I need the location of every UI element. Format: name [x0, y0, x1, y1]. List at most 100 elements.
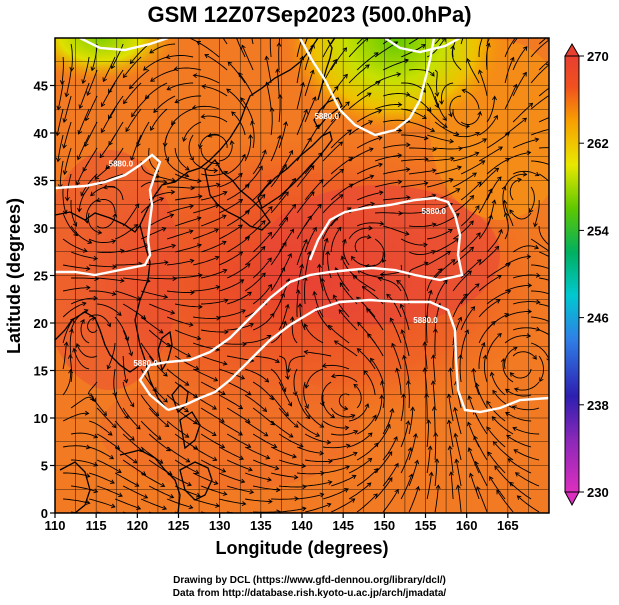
streamline-arrowhead — [289, 228, 295, 234]
streamline-arrowhead — [405, 380, 411, 385]
streamline — [434, 459, 438, 487]
streamline — [424, 368, 428, 396]
streamline-arrowhead — [274, 358, 280, 363]
streamline-arrowhead — [424, 315, 429, 320]
streamline — [192, 105, 220, 110]
streamline-arrowhead — [369, 357, 375, 363]
streamline-arrowhead — [263, 431, 269, 437]
streamline-arrowhead — [156, 435, 162, 440]
streamline — [330, 407, 355, 418]
streamline — [96, 433, 120, 450]
streamline-arrowhead — [282, 18, 286, 22]
streamline — [226, 291, 252, 305]
streamline — [78, 186, 90, 212]
streamline-arrowhead — [333, 340, 339, 345]
streamline — [382, 436, 398, 461]
streamline — [122, 433, 144, 453]
streamline-arrowhead — [434, 458, 440, 463]
streamline-arrowhead — [373, 26, 377, 30]
streamline — [296, 394, 310, 419]
streamline — [322, 216, 339, 240]
streamline — [108, 69, 124, 94]
streamline — [460, 259, 482, 279]
streamline-arrowhead — [246, 391, 252, 396]
streamline — [348, 148, 374, 162]
streamline — [539, 303, 549, 307]
streamline — [201, 191, 227, 201]
streamline — [192, 160, 218, 172]
streamline-arrowhead — [165, 54, 171, 60]
streamline-arrowhead — [238, 431, 243, 436]
streamline — [218, 446, 244, 460]
streamline — [291, 317, 298, 344]
streamline-arrowhead — [434, 103, 440, 109]
streamline-arrowhead — [423, 261, 429, 267]
streamline — [278, 42, 280, 71]
streamline-arrowhead — [516, 495, 522, 500]
streamline — [323, 444, 350, 449]
streamline — [200, 214, 227, 227]
streamline — [512, 274, 540, 279]
streamline — [512, 405, 540, 411]
streamline-arrowhead — [397, 102, 403, 107]
streamline-arrowhead — [387, 451, 393, 456]
streamline — [70, 309, 88, 331]
streamline-arrowhead — [87, 239, 93, 244]
streamline — [245, 498, 272, 503]
streamline — [149, 43, 176, 54]
streamline — [244, 194, 266, 214]
streamline-arrowhead — [400, 329, 406, 334]
streamline-arrowhead — [431, 168, 437, 174]
streamline-arrowhead — [501, 185, 507, 191]
streamline — [140, 498, 167, 510]
streamline — [331, 430, 358, 436]
streamline-arrowhead — [196, 216, 202, 222]
streamline-arrowhead — [141, 471, 147, 476]
streamline-arrowhead — [246, 443, 252, 448]
streamline-arrowhead — [90, 66, 96, 72]
streamline — [271, 497, 299, 500]
streamline — [200, 241, 227, 253]
streamline — [76, 343, 98, 358]
streamline — [304, 351, 332, 357]
streamline-arrowhead — [345, 443, 351, 449]
streamline — [450, 472, 454, 500]
streamline-arrowhead — [184, 433, 190, 438]
streamline-arrowhead — [546, 63, 549, 68]
contour-labels: 5880.0 5880.0 5880.0 5880.0 5880.0 — [109, 112, 447, 368]
streamline — [348, 482, 372, 500]
streamline-arrowhead — [492, 440, 498, 446]
streamline-arrowhead — [509, 372, 515, 377]
y-tick-label: 15 — [34, 364, 48, 379]
streamline — [509, 209, 532, 220]
streamline-arrowhead — [282, 320, 287, 326]
streamline — [473, 368, 480, 396]
streamline-arrowhead — [535, 272, 541, 278]
streamline-arrowhead — [70, 317, 75, 323]
streamline — [88, 420, 113, 436]
streamline-arrowhead — [184, 173, 190, 178]
streamline-arrowhead — [435, 484, 441, 490]
streamline-arrowhead — [449, 138, 455, 144]
streamline — [140, 227, 166, 240]
streamline-arrowhead — [242, 341, 247, 347]
streamline-arrowhead — [161, 227, 167, 232]
streamline-arrowhead — [190, 185, 195, 191]
streamline — [460, 111, 481, 125]
streamline — [425, 315, 428, 344]
streamline-arrowhead — [59, 80, 65, 85]
streamline — [200, 459, 226, 473]
streamline-arrowhead — [446, 250, 452, 256]
streamline-arrowhead — [284, 191, 289, 197]
streamline-arrowhead — [283, 121, 289, 126]
streamline — [304, 323, 324, 344]
streamline-arrowhead — [131, 112, 136, 118]
streamline — [231, 111, 246, 136]
streamline — [278, 121, 287, 149]
streamline — [322, 364, 350, 370]
streamline — [408, 486, 419, 513]
streamline — [96, 485, 123, 497]
streamline-arrowhead — [196, 335, 202, 341]
streamline — [409, 169, 436, 175]
streamline-arrowhead — [238, 404, 244, 410]
